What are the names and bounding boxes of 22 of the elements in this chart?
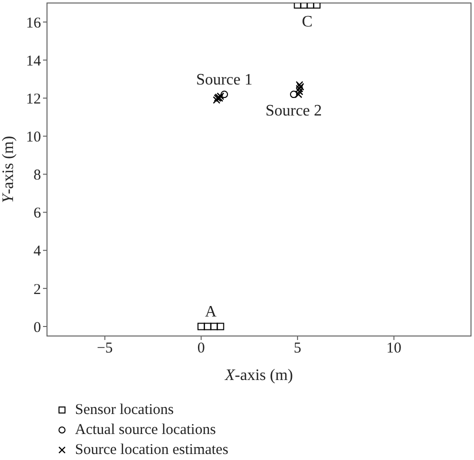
x-axis-title: X-axis (m) — [224, 367, 293, 384]
annotation: A — [205, 303, 218, 320]
y-tick-label: 14 — [26, 53, 42, 70]
x-tick-label: 10 — [386, 340, 402, 357]
y-tick-label: 16 — [26, 15, 42, 32]
y-tick-label: 4 — [34, 244, 42, 260]
y-axis-title: Y-axis (m) — [0, 136, 17, 204]
y-tick-label: 6 — [34, 206, 42, 222]
annotation: Source 1 — [196, 71, 253, 88]
y-tick-label: 8 — [34, 168, 41, 184]
annotation: Source 2 — [265, 102, 322, 120]
y-tick-label: 0 — [34, 320, 41, 336]
x-tick-label: −5 — [96, 340, 113, 357]
y-tick-label: 2 — [34, 282, 41, 298]
y-tick-label: 10 — [26, 130, 41, 146]
y-tick-label: 12 — [26, 91, 41, 108]
legend-label: Sensor locations — [75, 402, 174, 418]
legend-label: Actual source locations — [75, 422, 216, 438]
x-tick-label: 0 — [197, 340, 205, 357]
annotation: C — [302, 13, 313, 30]
legend-label: Source location estimates — [75, 442, 228, 458]
x-tick-label: 5 — [294, 340, 302, 357]
